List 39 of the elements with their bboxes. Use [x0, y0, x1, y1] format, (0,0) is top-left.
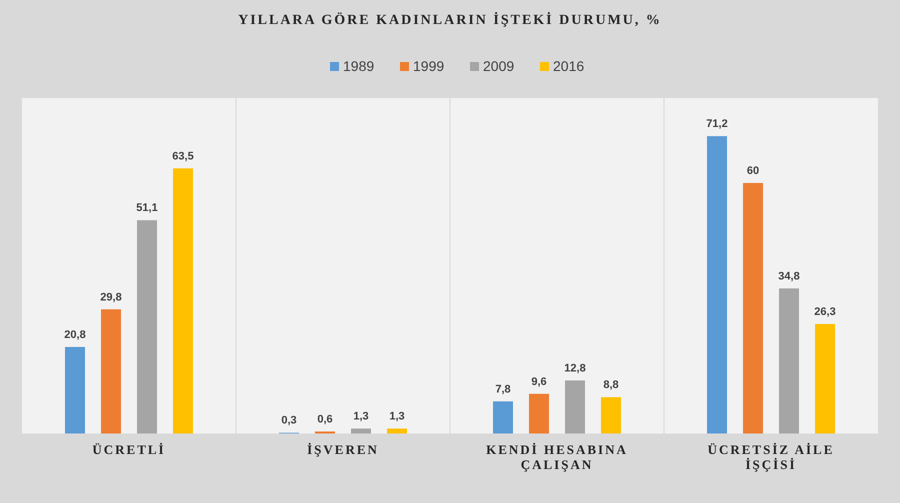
data-label: 20,8 [64, 328, 86, 341]
data-label: 26,3 [814, 306, 836, 318]
bar [493, 401, 513, 434]
data-label: 29,8 [100, 291, 122, 304]
x-tick-label: ÜCRETLİ [92, 442, 166, 457]
data-label: 63,5 [172, 150, 194, 162]
data-label: 0,6 [317, 413, 333, 426]
bar [529, 394, 549, 434]
bar [743, 182, 763, 434]
data-label: 1,3 [389, 410, 405, 423]
data-label: 51,1 [136, 202, 158, 214]
bar [779, 288, 799, 434]
bar [351, 428, 371, 434]
x-tick-label: ÜCRETSİZ AİLE İŞÇİSİ [708, 442, 834, 472]
legend-label: 2016 [553, 58, 584, 74]
data-label: 9,6 [531, 376, 547, 388]
legend-label: 1999 [413, 58, 444, 74]
data-label: 60 [746, 164, 760, 177]
legend-label: 2009 [483, 58, 514, 74]
bar [601, 397, 621, 434]
bar [137, 220, 157, 434]
legend-label: 1989 [343, 58, 374, 74]
data-label: 8,8 [603, 379, 619, 392]
data-label: 0,3 [281, 414, 297, 427]
bar [565, 380, 585, 434]
bar [101, 309, 121, 434]
bar [815, 324, 835, 434]
data-label: 34,8 [778, 270, 800, 282]
chart-title: YILLARA GÖRE KADINLARIN İŞTEKİ DURUMU, % [238, 12, 662, 28]
data-label: 12,8 [564, 362, 586, 374]
bar [387, 428, 407, 434]
data-label: 1,3 [353, 410, 369, 423]
bar [65, 346, 85, 434]
data-label: 7,8 [495, 383, 511, 396]
x-tick-label: İŞVEREN [307, 442, 379, 457]
bar [707, 136, 727, 434]
bar [173, 168, 193, 434]
x-tick-label: KENDİ HESABINA ÇALIŞAN [486, 442, 628, 472]
data-label: 71,2 [706, 118, 728, 130]
